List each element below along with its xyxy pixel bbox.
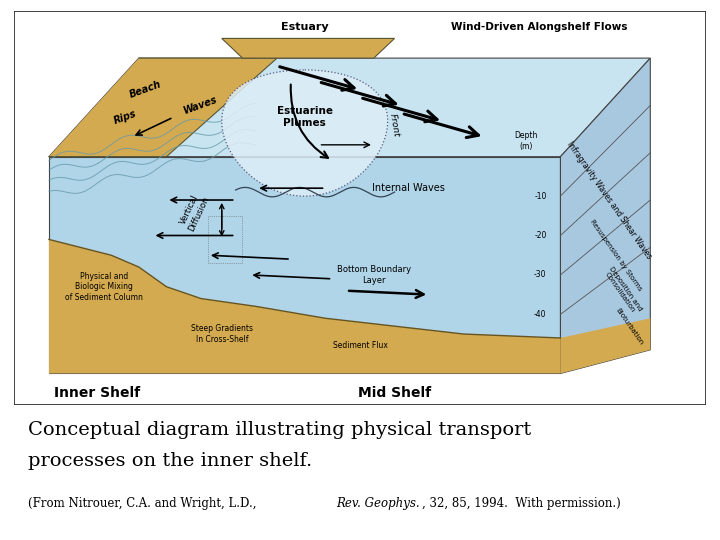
- Polygon shape: [49, 58, 277, 157]
- Text: Bioturbation: Bioturbation: [615, 307, 644, 346]
- Text: (From Nitrouer, C.A. and Wright, L.D.,: (From Nitrouer, C.A. and Wright, L.D.,: [28, 497, 261, 510]
- Text: Inner Shelf: Inner Shelf: [54, 386, 140, 400]
- Text: Estuary: Estuary: [281, 22, 328, 31]
- Polygon shape: [49, 157, 560, 374]
- Text: Bottom Boundary
Layer: Bottom Boundary Layer: [337, 265, 411, 285]
- Text: -10: -10: [534, 192, 546, 200]
- Text: Steep Gradients
In Cross-Shelf: Steep Gradients In Cross-Shelf: [191, 325, 253, 344]
- Text: Internal Waves: Internal Waves: [372, 183, 445, 193]
- Text: Estuarine
Plumes: Estuarine Plumes: [276, 106, 333, 128]
- Text: , 32, 85, 1994.  With permission.): , 32, 85, 1994. With permission.): [422, 497, 621, 510]
- Text: Sediment Flux: Sediment Flux: [333, 341, 387, 350]
- Text: Conceptual diagram illustrating physical transport: Conceptual diagram illustrating physical…: [28, 421, 531, 439]
- Text: Waves: Waves: [183, 94, 220, 116]
- Text: -40: -40: [534, 310, 546, 319]
- Text: Rips: Rips: [112, 109, 138, 126]
- Polygon shape: [560, 318, 650, 374]
- Text: Front: Front: [388, 113, 401, 138]
- Text: Mid Shelf: Mid Shelf: [358, 386, 431, 400]
- Polygon shape: [49, 239, 560, 374]
- Polygon shape: [560, 58, 650, 374]
- Text: Rev. Geophys.: Rev. Geophys.: [336, 497, 420, 510]
- Text: Wind-Driven Alongshelf Flows: Wind-Driven Alongshelf Flows: [451, 22, 628, 31]
- Text: -30: -30: [534, 271, 546, 279]
- Polygon shape: [222, 70, 387, 196]
- Text: processes on the inner shelf.: processes on the inner shelf.: [28, 453, 312, 470]
- Text: Resuspension by Storms: Resuspension by Storms: [589, 219, 643, 292]
- Text: Physical and
Biologic Mixing
of Sediment Column: Physical and Biologic Mixing of Sediment…: [66, 272, 143, 302]
- Text: -20: -20: [534, 231, 546, 240]
- Text: Deposition and
Consolidation: Deposition and Consolidation: [602, 265, 643, 316]
- Text: Vertical
Diffusion: Vertical Diffusion: [177, 191, 211, 233]
- Text: Depth
(m): Depth (m): [514, 131, 538, 151]
- Text: Infragravity Waves and Shear Waves: Infragravity Waves and Shear Waves: [564, 140, 653, 260]
- Polygon shape: [49, 58, 650, 157]
- Polygon shape: [222, 38, 395, 58]
- Text: Beach: Beach: [128, 79, 163, 100]
- Bar: [208, 216, 243, 263]
